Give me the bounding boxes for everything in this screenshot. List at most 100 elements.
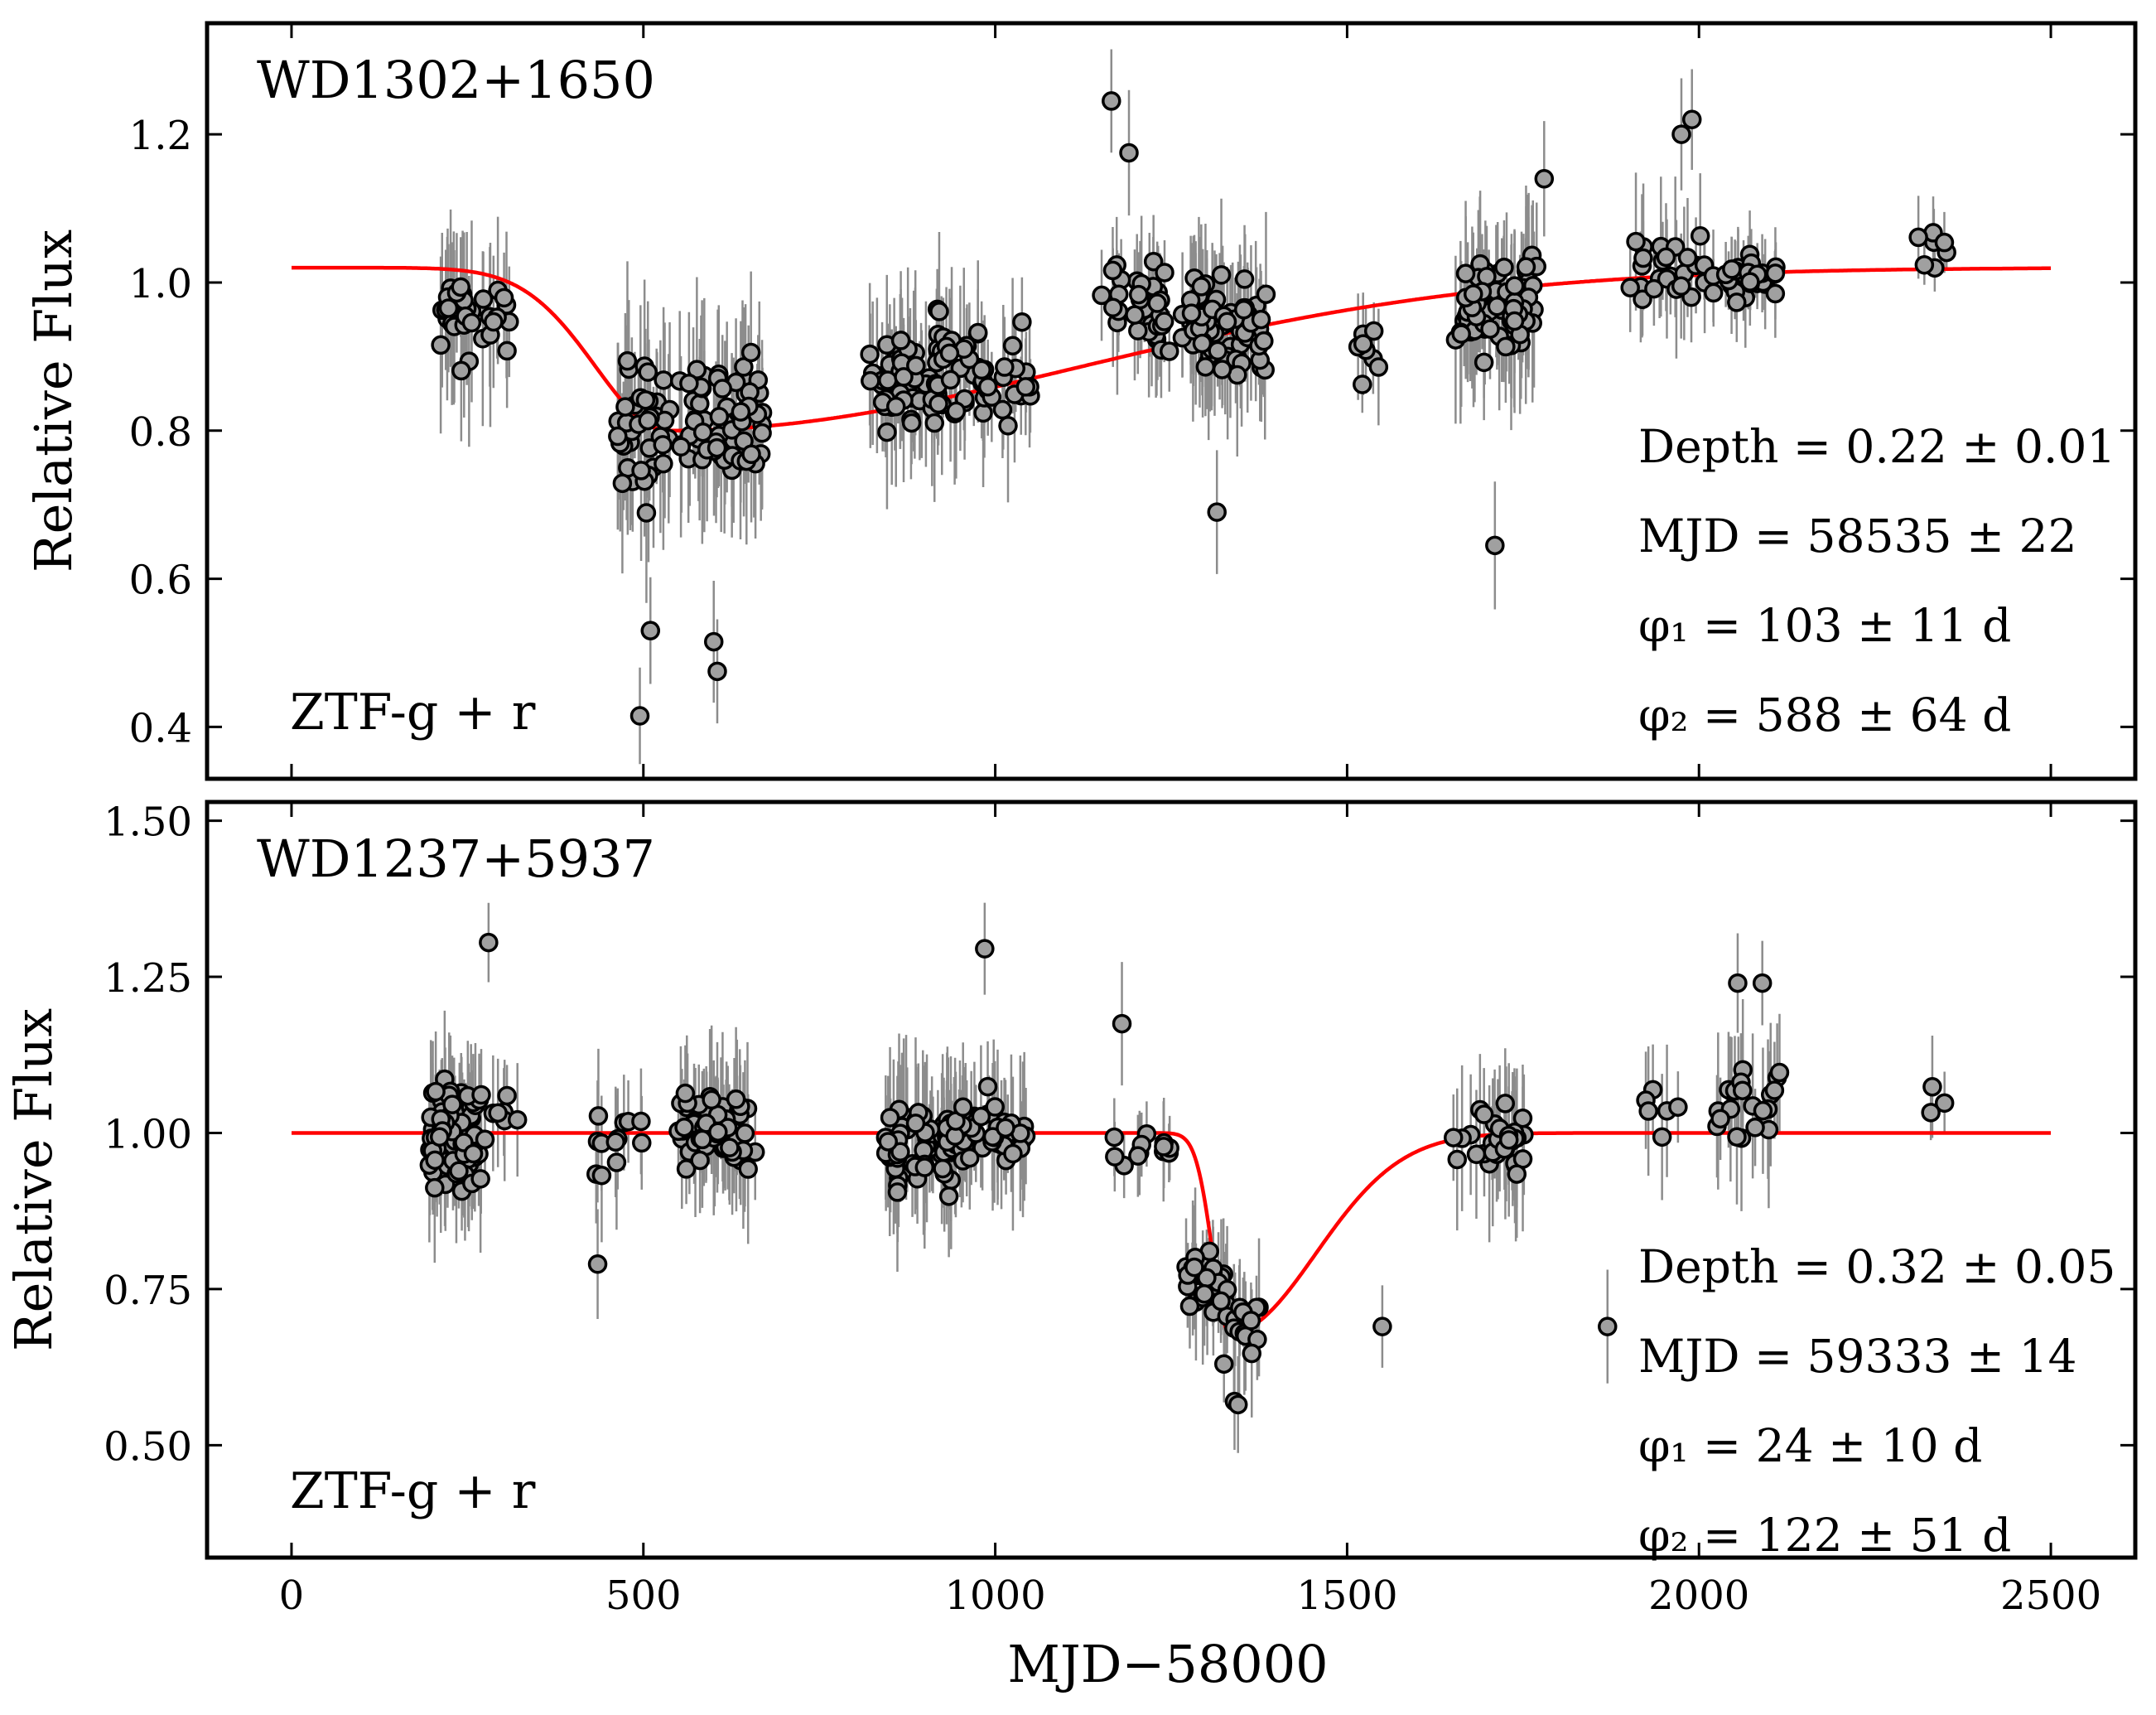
data-point: [470, 1169, 490, 1189]
data-point: [631, 1111, 651, 1132]
data-point: [967, 322, 988, 343]
data-point: [972, 360, 991, 380]
data-point: [885, 396, 906, 417]
panel-wd1237: 0 500 1000 1500 2000 2500 0.50 0.75 1.00 1.25 1.50…: [3, 800, 2138, 1619]
data-point: [1363, 321, 1384, 341]
data-point: [720, 1138, 740, 1157]
data-point: [1104, 1127, 1125, 1147]
data-point: [588, 1106, 609, 1126]
data-point: [1112, 1013, 1132, 1034]
data-point: [1727, 1127, 1747, 1147]
data-point: [1105, 1147, 1125, 1167]
data-point: [1733, 1080, 1753, 1100]
data-point: [740, 342, 761, 363]
data-point: [1353, 374, 1372, 394]
data-point: [1119, 143, 1139, 163]
data-point: [702, 1089, 721, 1110]
data-point: [878, 1132, 899, 1152]
data-point: [451, 360, 471, 381]
data-point: [1681, 109, 1702, 129]
data-point: [1234, 269, 1255, 289]
data-point: [1191, 277, 1212, 297]
data-point: [887, 1182, 908, 1202]
x-tick-label: 1000: [945, 1572, 1046, 1619]
data-point: [617, 350, 638, 371]
data-point: [612, 473, 633, 494]
y-tick-label: 1.25: [104, 955, 192, 1002]
data-point: [431, 335, 451, 355]
data-point: [632, 1133, 652, 1153]
data-point: [1644, 278, 1664, 299]
y-axis-label: Relative Flux: [3, 1008, 64, 1351]
data-point: [1015, 377, 1036, 397]
data-point: [1228, 1394, 1248, 1415]
data-point: [906, 355, 926, 376]
fit-parameter: φ₂ = 588 ± 64 d: [1638, 688, 2011, 742]
data-point: [1727, 292, 1747, 312]
data-point: [1495, 1094, 1516, 1114]
data-point: [1516, 257, 1536, 277]
data-point: [1764, 1080, 1785, 1100]
data-point: [905, 1114, 926, 1133]
data-point: [890, 331, 911, 350]
data-point: [977, 377, 998, 397]
data-point: [1241, 1311, 1261, 1331]
y-tick-label: 1.2: [129, 113, 192, 159]
data-point: [1656, 247, 1676, 268]
data-point: [1208, 341, 1228, 361]
model-curve: [292, 1131, 2051, 1335]
data-point: [709, 407, 730, 427]
data-point: [928, 394, 948, 414]
data-point: [692, 1129, 712, 1150]
data-point: [488, 1103, 508, 1123]
y-tick-label: 0.50: [104, 1423, 192, 1470]
data-point: [1474, 352, 1494, 373]
data-point: [1671, 124, 1691, 144]
data-point: [675, 1083, 696, 1104]
data-point: [425, 1177, 445, 1198]
data-point: [1498, 1130, 1519, 1150]
y-tick-label: 0.75: [104, 1268, 192, 1314]
data-point: [587, 1254, 608, 1274]
x-tick-label: 1500: [1296, 1572, 1397, 1619]
data-point: [1451, 324, 1471, 344]
panel-wd1302: 0.4 0.6 0.8 1.0 1.2 Relative Flux WD1302+1650 Z…: [23, 21, 2138, 781]
data-point: [1102, 91, 1121, 111]
data-point: [878, 370, 898, 390]
data-point: [473, 289, 494, 309]
data-point: [1504, 311, 1525, 331]
data-point: [1752, 973, 1773, 993]
data-point: [977, 1076, 998, 1097]
data-point: [1620, 278, 1640, 297]
panel-title: WD1302+1650: [257, 50, 655, 110]
data-point: [1504, 276, 1525, 296]
x-tick-label: 0: [279, 1572, 305, 1619]
data-point: [1212, 360, 1232, 379]
data-point: [741, 444, 761, 465]
data-point: [1125, 305, 1145, 325]
data-point: [1154, 1137, 1174, 1157]
data-point: [690, 1150, 710, 1171]
data-point: [1722, 259, 1742, 279]
y-tick-label: 1.50: [104, 800, 192, 846]
data-point: [605, 1132, 625, 1152]
data-point: [442, 1094, 462, 1114]
data-point: [1598, 1316, 1618, 1336]
data-point: [1444, 1128, 1464, 1147]
data-point: [933, 1158, 953, 1179]
data-point: [629, 706, 650, 726]
data-point: [939, 343, 960, 364]
data-point: [608, 426, 628, 447]
data-point: [914, 1157, 935, 1177]
data-point: [1155, 263, 1174, 283]
data-point: [1496, 336, 1516, 357]
plot-frame: [205, 800, 2138, 1560]
data-point: [880, 1108, 900, 1128]
data-point: [1128, 1146, 1148, 1166]
x-tick-label: 2000: [1648, 1572, 1749, 1619]
data-point: [1704, 283, 1724, 303]
data-point: [1128, 284, 1149, 305]
data-point: [1012, 312, 1032, 332]
data-point: [1466, 1144, 1487, 1165]
